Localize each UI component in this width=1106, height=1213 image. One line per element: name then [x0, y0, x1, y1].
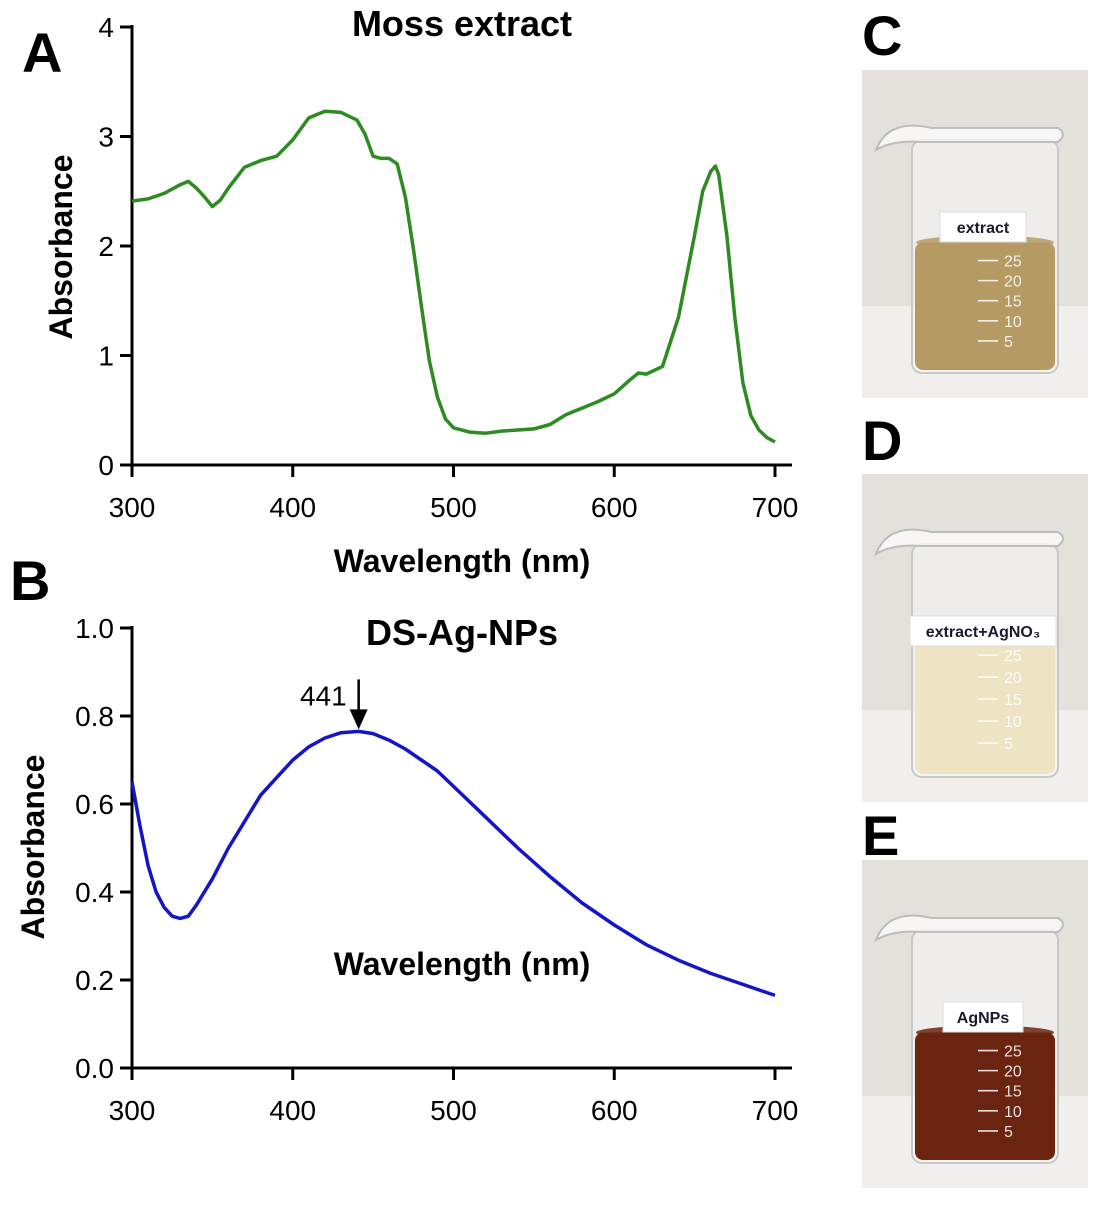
graduation-label: 20 — [1004, 670, 1022, 687]
beaker-label-text: extract — [957, 220, 1010, 237]
beaker-photo-1: 25 20 15 10 5 extract — [862, 70, 1088, 398]
graduation-label: 10 — [1004, 314, 1022, 331]
beaker-liquid — [915, 242, 1055, 370]
chart-a-title: Moss extract — [352, 3, 572, 44]
beaker-rim — [874, 528, 1064, 557]
chart-ds-ag-nps: DS-Ag-NPs Wavelength (nm) Absorbance 0.0… — [15, 612, 798, 1126]
beaker-liquid — [915, 637, 1055, 774]
graduation-label: 15 — [1004, 692, 1022, 709]
chart-b-xlabel: Wavelength (nm) — [334, 946, 591, 982]
graduation-label: 15 — [1004, 1084, 1022, 1101]
chart-a-series-line — [131, 109, 776, 444]
chart-a-ylabel: Absorbance — [43, 155, 79, 340]
graduation-label: 25 — [1004, 648, 1022, 665]
graduation-label: 10 — [1004, 714, 1022, 731]
chart-b-ytick-label: 0.6 — [75, 789, 114, 820]
graduation-label: 10 — [1004, 1104, 1022, 1121]
beaker-label-text: extract+AgNO₃ — [926, 624, 1041, 641]
chart-a-xtick-label: 300 — [109, 492, 156, 523]
chart-b-annotation-label: 441 — [300, 680, 347, 711]
chart-a-ytick-label: 1 — [98, 341, 114, 372]
graduation-label: 5 — [1004, 1124, 1013, 1141]
chart-a-xtick-label: 600 — [591, 492, 638, 523]
chart-b-xtick-label: 700 — [752, 1095, 799, 1126]
beaker-label-text: AgNPs — [957, 1010, 1010, 1027]
beaker-label-sticker — [939, 211, 1027, 243]
graduation-label: 25 — [1004, 1044, 1022, 1061]
chart-b-xtick-label: 600 — [591, 1095, 638, 1126]
chart-a-ytick-label: 0 — [98, 450, 114, 481]
panel-letter-d: D — [862, 409, 902, 472]
chart-b-ylabel: Absorbance — [15, 755, 51, 940]
beaker-photo-3: 25 20 15 10 5 AgNPs — [862, 860, 1088, 1188]
beaker-rim — [874, 914, 1064, 943]
graduation-label: 5 — [1004, 334, 1013, 351]
graduation-label: 5 — [1004, 736, 1013, 753]
beaker-liquid — [915, 1032, 1055, 1160]
chart-a-xtick-label: 400 — [269, 492, 316, 523]
chart-b-ytick-label: 0.2 — [75, 965, 114, 996]
chart-a-ytick-label: 2 — [98, 231, 114, 262]
chart-a-ytick-label: 4 — [98, 12, 114, 43]
chart-a-ytick-label: 3 — [98, 122, 114, 153]
chart-a-xtick-label: 700 — [752, 492, 799, 523]
chart-moss-extract: Moss extract Wavelength (nm) Absorbance … — [43, 3, 798, 579]
chart-b-ytick-label: 0.8 — [75, 701, 114, 732]
graduation-label: 25 — [1004, 254, 1022, 271]
beaker-label-sticker — [909, 615, 1057, 647]
beaker-photos: 252015105extract252015105extract+AgNO₃25… — [862, 70, 1088, 1188]
chart-b-title: DS-Ag-NPs — [366, 612, 558, 653]
chart-b-series-line — [130, 729, 776, 998]
beaker-rim — [874, 124, 1064, 153]
beaker-photo-2: 25 20 15 10 5 extract+AgNO₃ — [862, 474, 1088, 802]
chart-b-ytick-label: 0.0 — [75, 1053, 114, 1084]
panel-letter-e: E — [862, 804, 899, 867]
chart-b-ytick-label: 0.4 — [75, 877, 114, 908]
panel-letter-b: B — [10, 549, 50, 612]
chart-b-ytick-label: 1.0 — [75, 613, 114, 644]
beaker-label-sticker — [942, 1001, 1024, 1033]
chart-a-xtick-label: 500 — [430, 492, 477, 523]
chart-b-annotation-arrow-head — [349, 709, 368, 730]
chart-b-xtick-label: 400 — [269, 1095, 316, 1126]
graduation-label: 20 — [1004, 274, 1022, 291]
chart-b-xtick-label: 300 — [109, 1095, 156, 1126]
chart-b-xtick-label: 500 — [430, 1095, 477, 1126]
graduation-label: 20 — [1004, 1064, 1022, 1081]
panel-letter-c: C — [862, 4, 902, 67]
graduation-label: 15 — [1004, 294, 1022, 311]
chart-a-xlabel: Wavelength (nm) — [334, 543, 591, 579]
panel-letter-a: A — [22, 21, 62, 84]
